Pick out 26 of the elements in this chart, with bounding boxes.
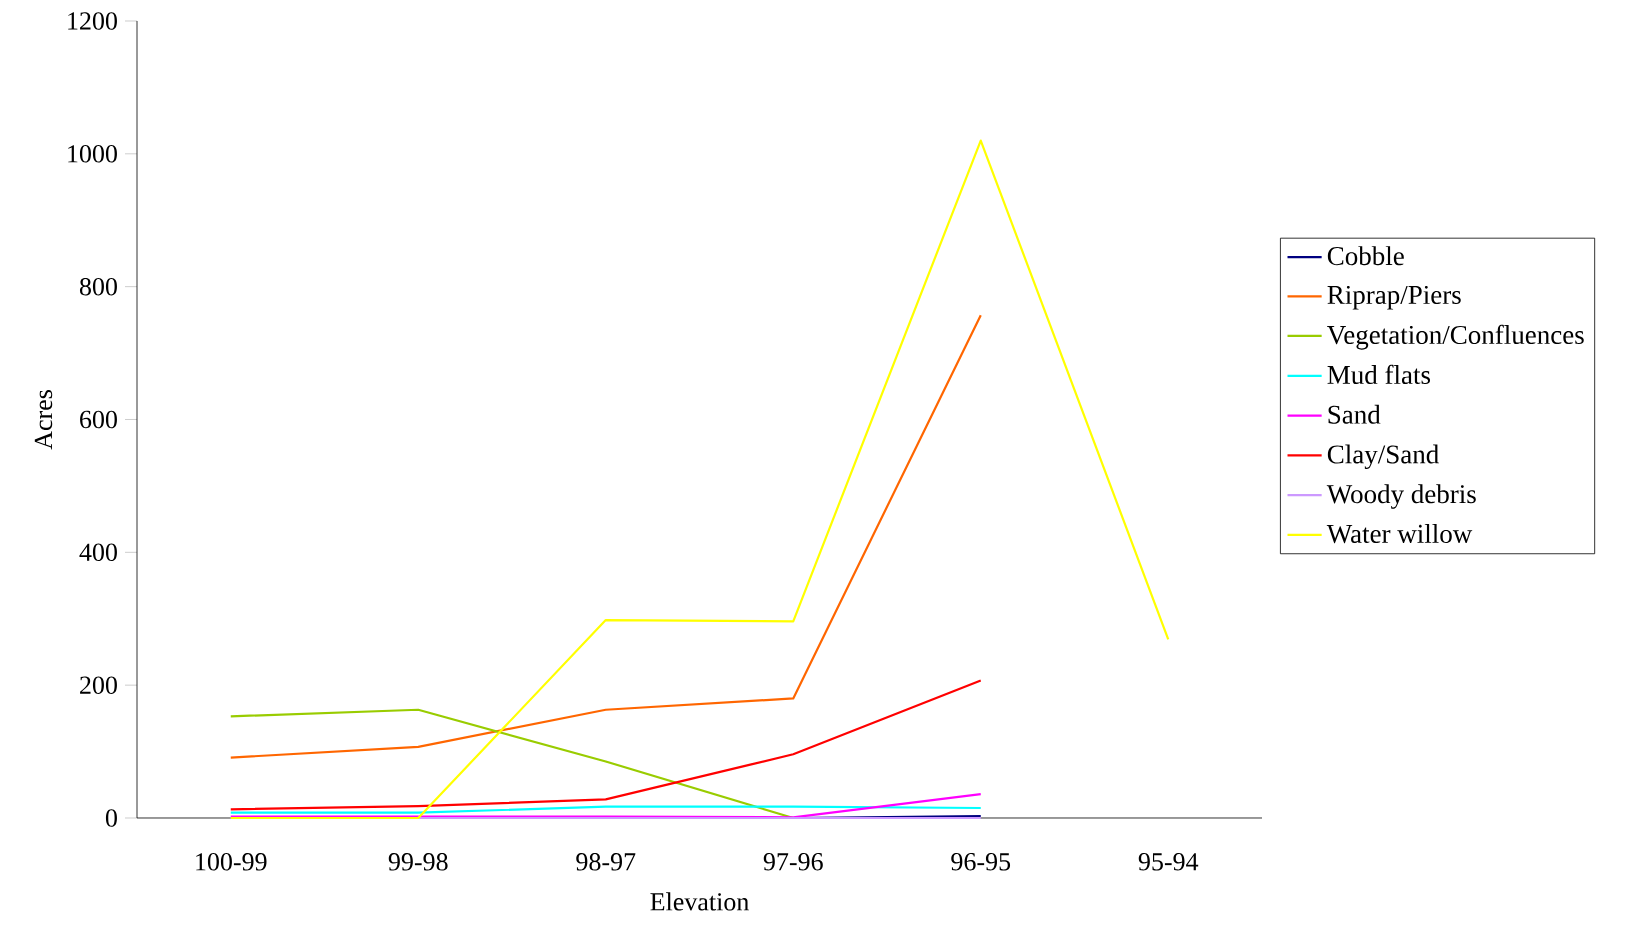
- x-tick-label: 96-95: [951, 853, 1011, 871]
- x-tick-label: 99-98: [388, 853, 448, 871]
- line-series: [229, 139, 1170, 820]
- line-series: [229, 314, 982, 759]
- legend-label: Woody debris: [1326, 484, 1476, 509]
- x-tick-label: 97-96: [763, 853, 823, 871]
- legend-label: Clay/Sand: [1327, 444, 1439, 470]
- y-tick-label: 1000: [68, 145, 117, 163]
- legend-label: Mud flats: [1327, 364, 1431, 385]
- x-axis-title: Elevation: [650, 892, 749, 911]
- x-tick-label: 100-99: [196, 853, 267, 871]
- legend-label: Riprap/Piers: [1327, 285, 1461, 310]
- y-tick-label: 800: [79, 277, 117, 296]
- legend-label: Sand: [1328, 404, 1381, 424]
- y-tick-label: 1200: [68, 12, 117, 30]
- line-series: [229, 679, 982, 811]
- legend-label: Water willow: [1326, 524, 1473, 544]
- y-tick-label: 0: [105, 809, 117, 827]
- y-tick-label: 400: [79, 543, 117, 562]
- legend-label: Cobble: [1327, 246, 1404, 266]
- y-tick-label: 200: [80, 676, 117, 694]
- legend-label: Vegetation/Confluences: [1327, 324, 1584, 350]
- x-tick-label: 95-94: [1138, 853, 1199, 871]
- x-tick-label: 98-97: [576, 853, 636, 871]
- y-axis-title: Acres: [34, 390, 53, 450]
- y-tick-label: 600: [80, 410, 117, 429]
